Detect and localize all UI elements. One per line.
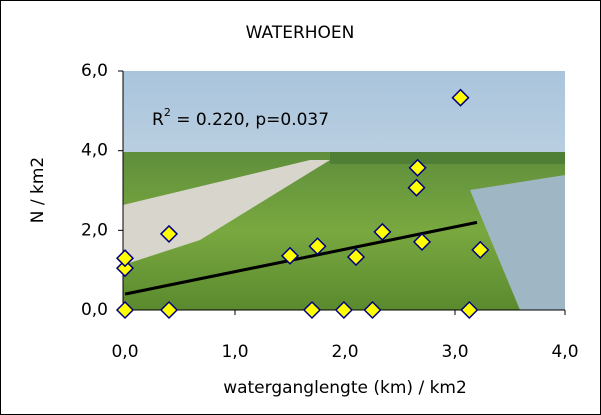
x-tick-label: 0,0 [111, 342, 138, 362]
point [346, 247, 366, 267]
chart-title: WATERHOEN [246, 23, 355, 43]
point [451, 88, 470, 107]
x-tick-label: 3,0 [441, 342, 468, 362]
y-tick-label: 0,0 [81, 300, 108, 320]
point [302, 300, 322, 320]
plot-background [123, 71, 565, 310]
point [159, 224, 179, 243]
point [412, 232, 432, 251]
point [408, 158, 427, 177]
point [115, 259, 135, 278]
point [407, 178, 426, 197]
point [363, 300, 382, 320]
y-tick-label: 4,0 [81, 141, 108, 161]
point [471, 240, 490, 259]
point [115, 249, 135, 268]
x-tick-label: 1,0 [221, 342, 248, 362]
point [460, 300, 479, 320]
point [308, 237, 327, 256]
x-axis-label: waterganglengte (km) / km2 [223, 378, 467, 398]
trendline [124, 220, 478, 296]
point [334, 300, 353, 320]
y-tick-label: 2,0 [81, 220, 108, 240]
point [280, 246, 300, 265]
annotation: R2 = 0.220, p=0.037 [152, 106, 329, 130]
y-axis-label: N / km2 [28, 157, 48, 223]
point [373, 222, 392, 241]
point [115, 300, 135, 320]
x-tick-label: 4,0 [551, 342, 578, 362]
y-tick-label: 6,0 [81, 61, 108, 81]
point [159, 300, 179, 320]
x-tick-label: 2,0 [331, 342, 358, 362]
